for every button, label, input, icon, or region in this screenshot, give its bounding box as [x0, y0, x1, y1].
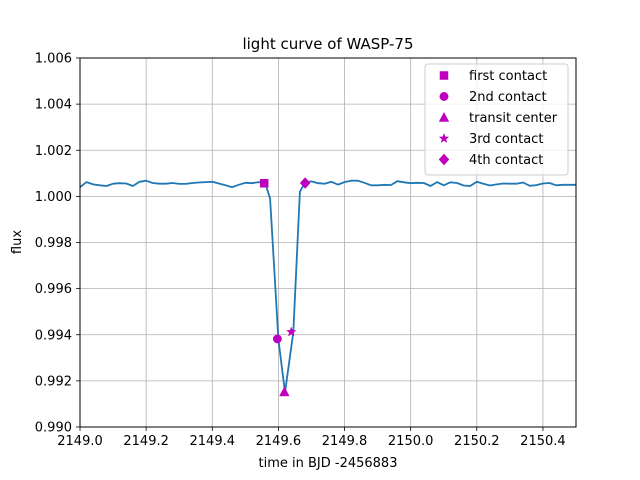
x-tick-label: 2150.4 [520, 434, 566, 449]
x-tick-label: 2150.2 [454, 434, 500, 449]
legend-4th-contact-label: 4th contact [469, 153, 543, 168]
legend-items: first contact 2nd contact transit center 3r… [438, 69, 558, 168]
x-tick-label: 2149.6 [256, 434, 302, 449]
3rd-contact-marker [286, 326, 297, 337]
chart-title: light curve of WASP-75 [242, 35, 413, 53]
legend-2nd-contact-label: 2nd contact [469, 90, 547, 105]
contact-markers [259, 177, 311, 397]
y-tick-label: 0.994 [35, 328, 72, 343]
4th-contact-marker [299, 177, 311, 189]
legend-3rd-contact-label: 3rd contact [469, 132, 543, 147]
flux-series-line [79, 179, 576, 394]
y-axis-label: flux [10, 230, 25, 254]
2nd-contact-marker [272, 334, 282, 344]
y-axis-ticks: 0.990 0.992 0.994 0.996 0.998 1.000 1.002 1.004… [35, 52, 80, 436]
legend-box [424, 63, 569, 176]
legend-transit-center-label: transit center [469, 111, 558, 126]
x-tick-label: 2149.4 [190, 434, 236, 449]
transit-center-marker [279, 386, 290, 397]
legend-2nd-contact-symbol [439, 92, 449, 101]
x-tick-label: 2149.0 [57, 434, 103, 449]
legend-3rd-contact-symbol [438, 132, 450, 143]
legend-first-contact-symbol [439, 71, 449, 80]
x-axis-ticks: 2149.0 2149.2 2149.4 2149.6 2149.8 2150.0 2150… [57, 427, 566, 449]
legend: first contact 2nd contact transit center 3r… [424, 63, 569, 176]
legend-4th-contact-symbol [438, 153, 450, 166]
data-line-layer [79, 179, 576, 394]
x-tick-label: 2149.8 [322, 434, 368, 449]
y-tick-label: 1.006 [35, 52, 72, 67]
x-tick-label: 2150.0 [388, 434, 434, 449]
x-tick-label: 2149.2 [123, 434, 169, 449]
x-axis-label: time in BJD -2456883 [259, 456, 398, 471]
legend-first-contact-label: first contact [469, 69, 547, 84]
y-tick-label: 0.992 [35, 374, 72, 389]
y-tick-label: 1.000 [35, 190, 72, 205]
y-tick-label: 0.990 [35, 421, 72, 436]
y-tick-label: 1.004 [35, 98, 72, 113]
y-tick-label: 1.002 [35, 144, 72, 159]
first-contact-marker [259, 178, 269, 188]
legend-transit-center-symbol [438, 111, 450, 122]
y-tick-label: 0.996 [35, 282, 72, 297]
y-tick-label: 0.998 [35, 236, 72, 251]
